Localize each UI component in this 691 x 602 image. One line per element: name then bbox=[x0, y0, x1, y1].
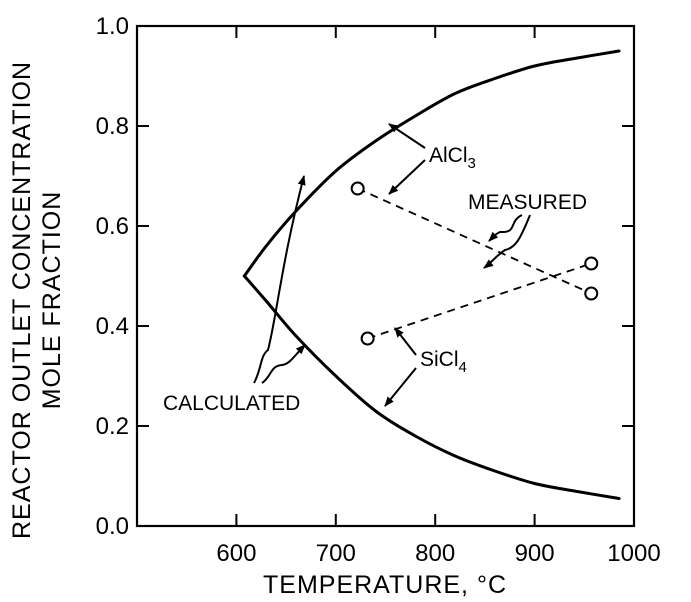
alcl3-arrow-calculated bbox=[388, 123, 426, 149]
y-tick-label: 0.0 bbox=[96, 513, 129, 540]
x-axis: 600 700 800 900 1000 bbox=[216, 26, 661, 567]
y-tick-label: 0.2 bbox=[96, 413, 129, 440]
series-layer bbox=[242, 49, 621, 500]
sicl4-measured-point bbox=[360, 331, 375, 346]
alcl3-label-sub: 3 bbox=[468, 155, 476, 172]
calculated-arrow-2 bbox=[261, 344, 306, 384]
alcl3-measured-point bbox=[350, 181, 365, 196]
measured-arrow-1 bbox=[488, 214, 523, 242]
sicl4-label-sub: 4 bbox=[459, 359, 467, 376]
calculated-label: CALCULATED bbox=[163, 392, 300, 415]
y-tick-label: 0.6 bbox=[96, 213, 129, 240]
measured-arrow-2 bbox=[483, 214, 531, 269]
y-axis: 0.0 0.2 0.4 0.6 0.8 1.0 bbox=[96, 13, 634, 540]
alcl3-label: AlCl3 bbox=[429, 144, 476, 172]
sicl4-label-main: SiCl bbox=[420, 348, 459, 371]
callout-arrows bbox=[253, 123, 531, 407]
measured-label: MEASURED bbox=[468, 191, 587, 214]
calculated-arrow-1 bbox=[253, 175, 306, 384]
x-axis-title: TEMPERATURE, °C bbox=[263, 571, 507, 599]
alcl3-arrow-measured bbox=[388, 159, 426, 195]
sicl4-calculated-curve bbox=[242, 274, 621, 500]
alcl3-label-main: AlCl bbox=[429, 144, 468, 167]
x-tick-label: 600 bbox=[216, 540, 256, 567]
y-tick-label: 0.4 bbox=[96, 313, 129, 340]
sicl4-measured-line bbox=[367, 262, 592, 340]
alcl3-measured-line bbox=[357, 187, 592, 295]
y-axis-title-line1: REACTOR OUTLET CONCENTRATION bbox=[8, 61, 36, 539]
x-tick-label: 700 bbox=[316, 540, 356, 567]
y-tick-label: 1.0 bbox=[96, 13, 129, 40]
alcl3-measured-point bbox=[584, 286, 599, 301]
y-axis-title-line2: MOLE FRACTION bbox=[38, 191, 66, 410]
x-tick-label: 1000 bbox=[607, 540, 660, 567]
sicl4-measured-point bbox=[584, 256, 599, 271]
sicl4-arrow-measured bbox=[394, 327, 417, 356]
plot-frame bbox=[135, 24, 636, 528]
sicl4-arrow-calculated bbox=[384, 367, 417, 407]
y-tick-label: 0.8 bbox=[96, 113, 129, 140]
sicl4-label: SiCl4 bbox=[420, 348, 467, 376]
x-tick-label: 900 bbox=[515, 540, 555, 567]
x-tick-label: 800 bbox=[415, 540, 455, 567]
alcl3-calculated-curve bbox=[242, 49, 621, 278]
